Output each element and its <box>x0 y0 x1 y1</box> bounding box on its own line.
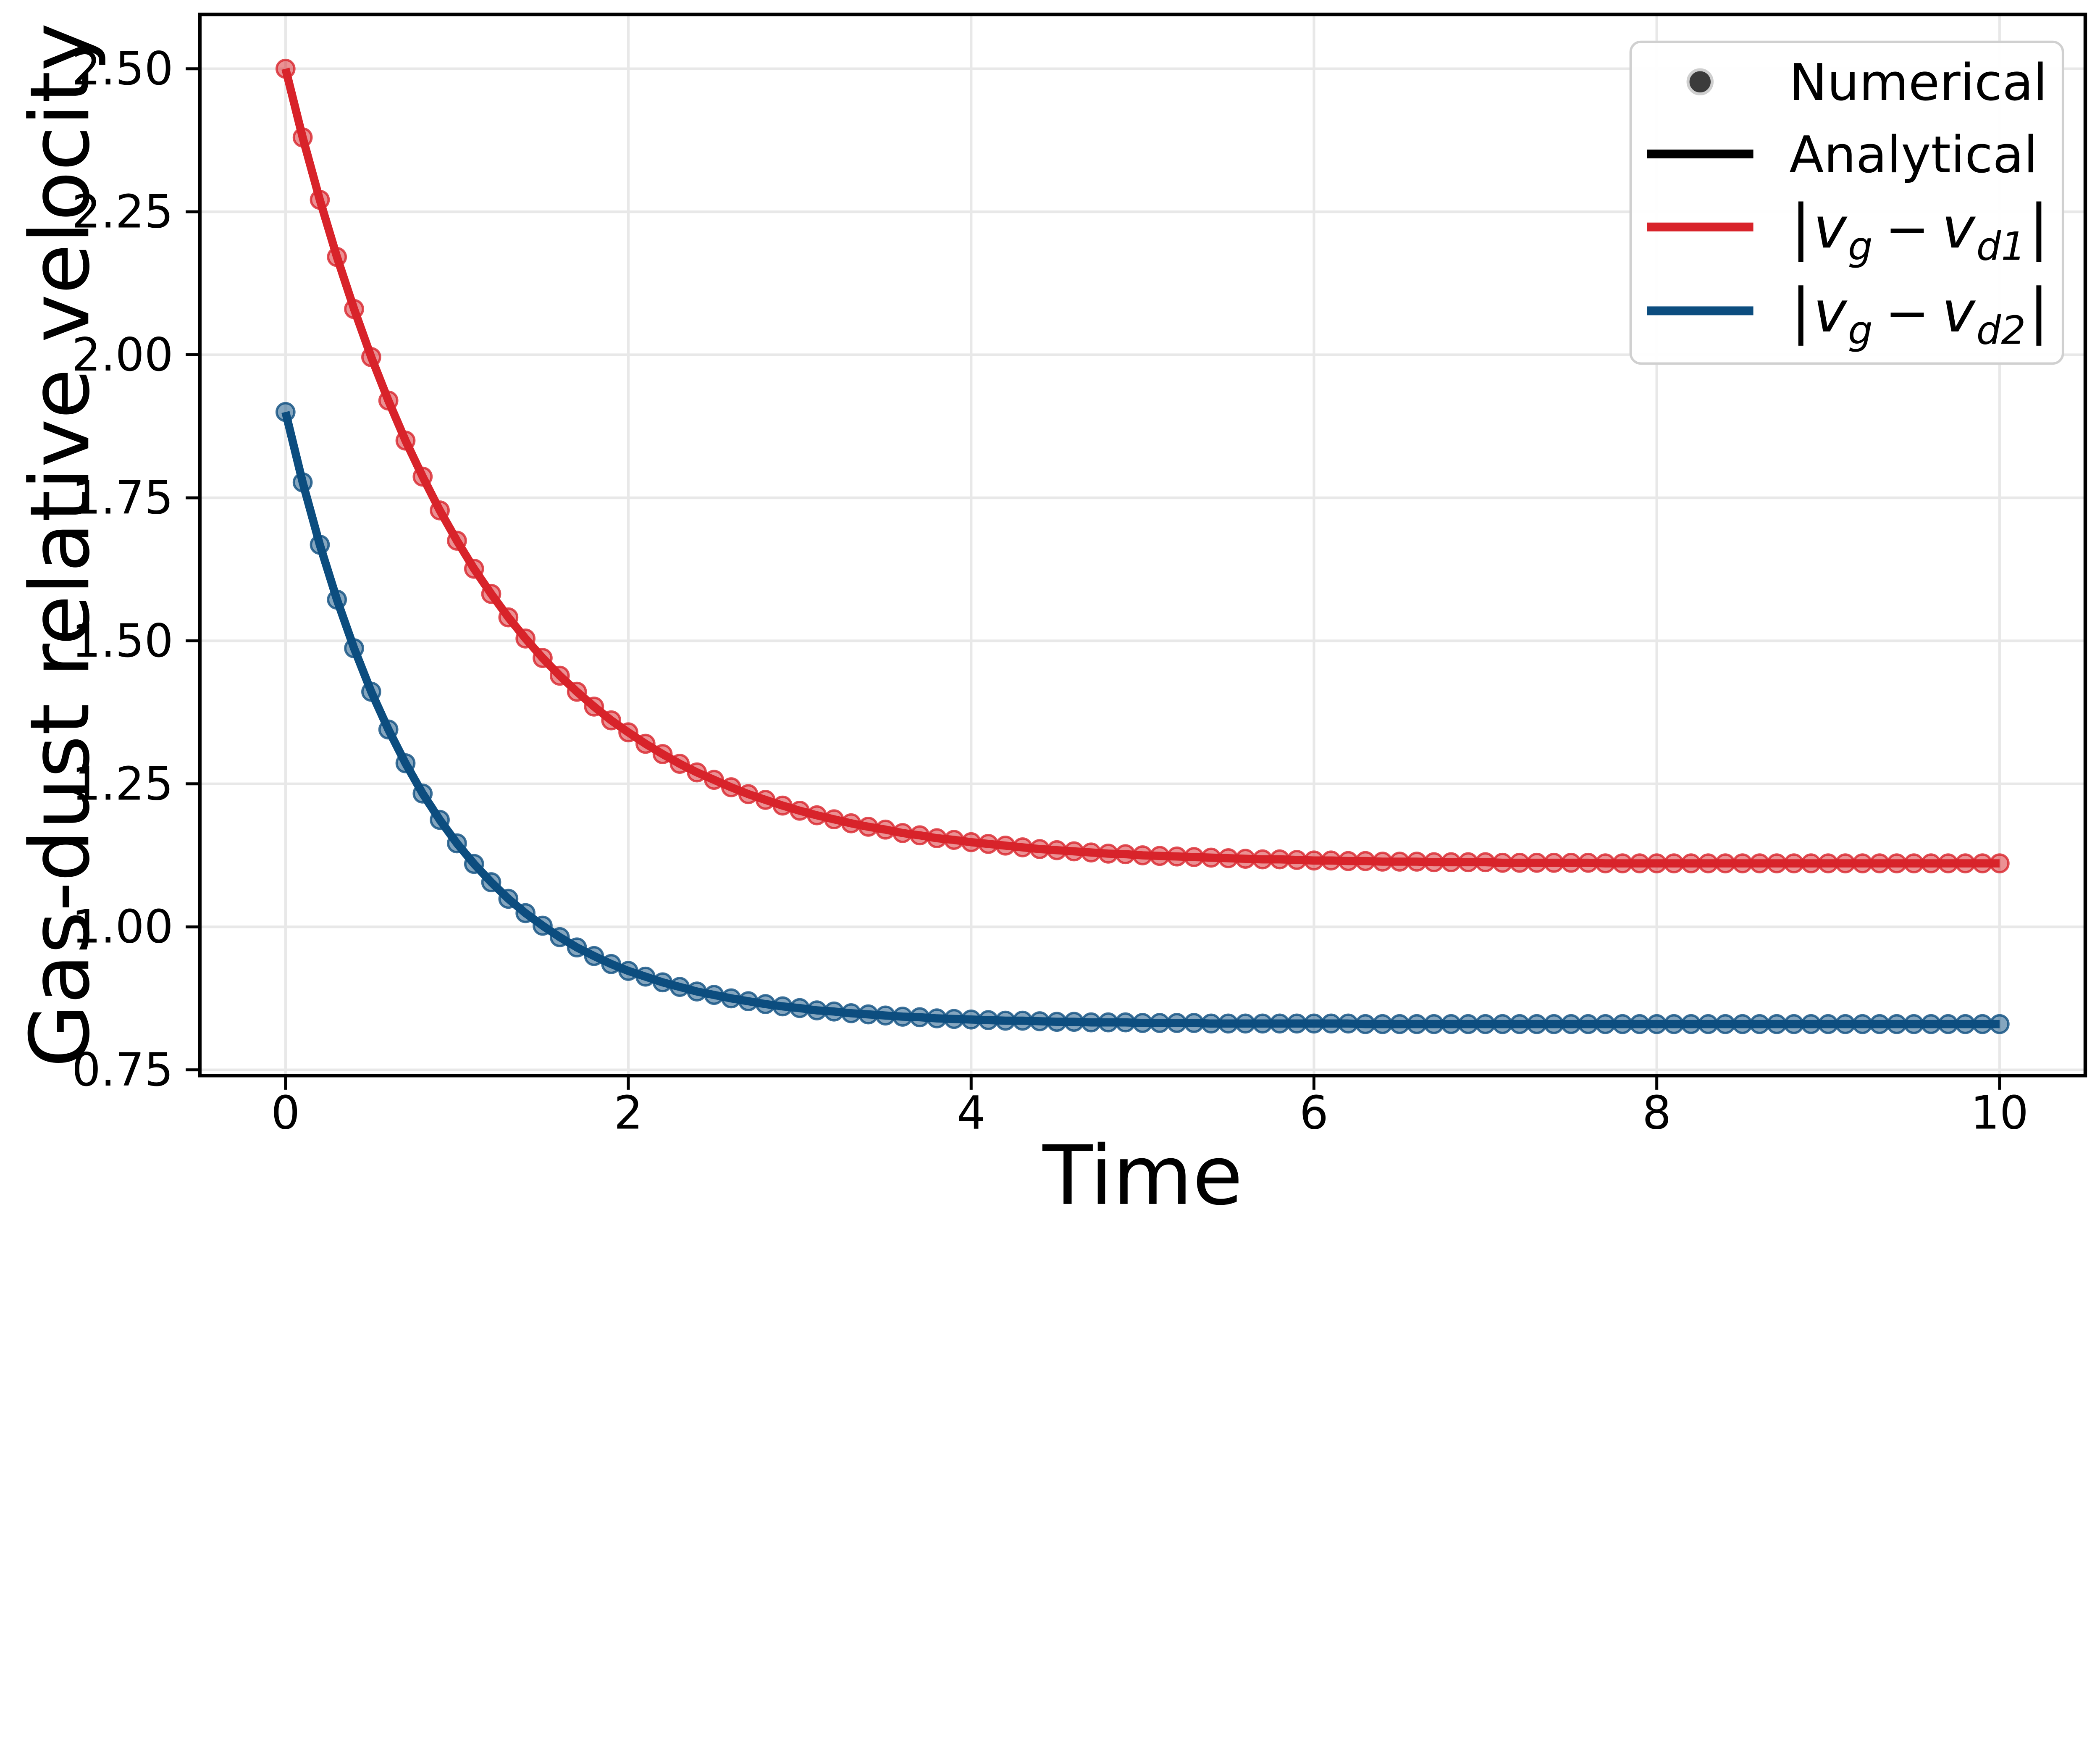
legend-item-numerical: Numerical <box>1686 53 2048 112</box>
y-axis-label: Gas-dust relative velocity <box>12 23 108 1068</box>
legend-box <box>1629 40 2064 365</box>
series-vg-vd1 <box>275 58 2010 873</box>
y-tick-label: 2.50 <box>72 42 173 95</box>
legend: Numerical Analytical |vg − vd1| |vg − vd2| <box>1629 40 2064 365</box>
x-tick-label: 10 <box>1971 1086 2029 1139</box>
x-tick-label: 6 <box>1299 1086 1328 1139</box>
plot-border <box>198 13 2087 1078</box>
legend-item-vg-vd2: |vg − vd2| <box>1647 276 2049 353</box>
figure: 0 2 4 6 8 10 0.75 1.00 1.25 1.50 1.75 2.00 2.25 2.50 … <box>12 13 2087 1218</box>
chart-canvas: 0 2 4 6 8 100.751.001.251.501.752.002.252.50 … <box>12 13 2087 1218</box>
series-vg-vd2 <box>275 402 2010 1034</box>
y-tick-label: 2.25 <box>72 185 173 239</box>
legend-label-vg-vd1: |vg − vd1| <box>1791 192 2049 269</box>
y-tick-label: 1.25 <box>72 757 173 810</box>
y-tick-label: 1.50 <box>72 614 173 668</box>
axis-ticks: 0 2 4 6 8 10 0.75 1.00 1.25 1.50 1.75 2.00 2.25 2.50 <box>72 42 2029 1139</box>
x-tick-label: 2 <box>614 1086 643 1139</box>
analytical-line <box>281 411 2000 1028</box>
analytical-line <box>281 68 2000 868</box>
numerical-dot-icon <box>1686 68 1714 96</box>
legend-label-numerical: Numerical <box>1789 53 2048 112</box>
x-tick-label: 8 <box>1642 1086 1671 1139</box>
legend-item-vg-vd1: |vg − vd1| <box>1647 192 2049 269</box>
grid <box>200 14 2085 1076</box>
legend-label-analytical: Analytical <box>1789 126 2038 184</box>
series-layer <box>275 58 2010 1034</box>
legend-item-analytical: Analytical <box>1647 126 2038 184</box>
legend-label-vg-vd2: |vg − vd2| <box>1791 276 2049 353</box>
y-tick-label: 1.75 <box>72 471 173 524</box>
y-tick-label: 2.00 <box>72 328 173 381</box>
y-tick-label: 0.75 <box>72 1043 173 1096</box>
y-tick-label: 1.00 <box>72 900 173 954</box>
x-tick-label: 4 <box>957 1086 986 1139</box>
x-tick-label: 0 <box>271 1086 300 1139</box>
x-axis-label: Time <box>1042 1128 1243 1218</box>
